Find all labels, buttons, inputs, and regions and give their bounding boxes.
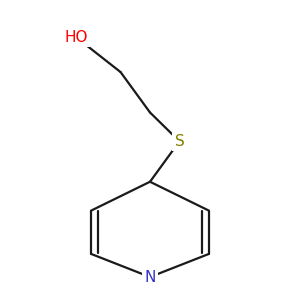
Text: N: N xyxy=(144,269,156,284)
Text: S: S xyxy=(175,134,184,149)
Text: HO: HO xyxy=(64,30,88,45)
